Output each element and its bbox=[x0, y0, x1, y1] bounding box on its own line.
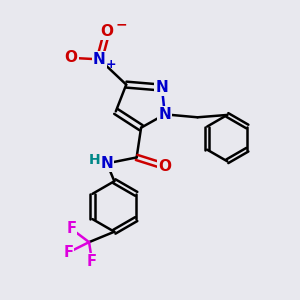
Text: O: O bbox=[100, 24, 113, 39]
Text: N: N bbox=[93, 52, 106, 67]
Text: O: O bbox=[158, 159, 171, 174]
Text: N: N bbox=[100, 156, 113, 171]
Text: F: F bbox=[87, 254, 97, 269]
Text: F: F bbox=[66, 221, 76, 236]
Text: N: N bbox=[158, 107, 171, 122]
Text: N: N bbox=[155, 80, 168, 95]
Text: +: + bbox=[106, 58, 117, 71]
Text: F: F bbox=[63, 245, 73, 260]
Text: O: O bbox=[65, 50, 78, 65]
Text: H: H bbox=[88, 153, 100, 167]
Text: −: − bbox=[115, 18, 127, 32]
